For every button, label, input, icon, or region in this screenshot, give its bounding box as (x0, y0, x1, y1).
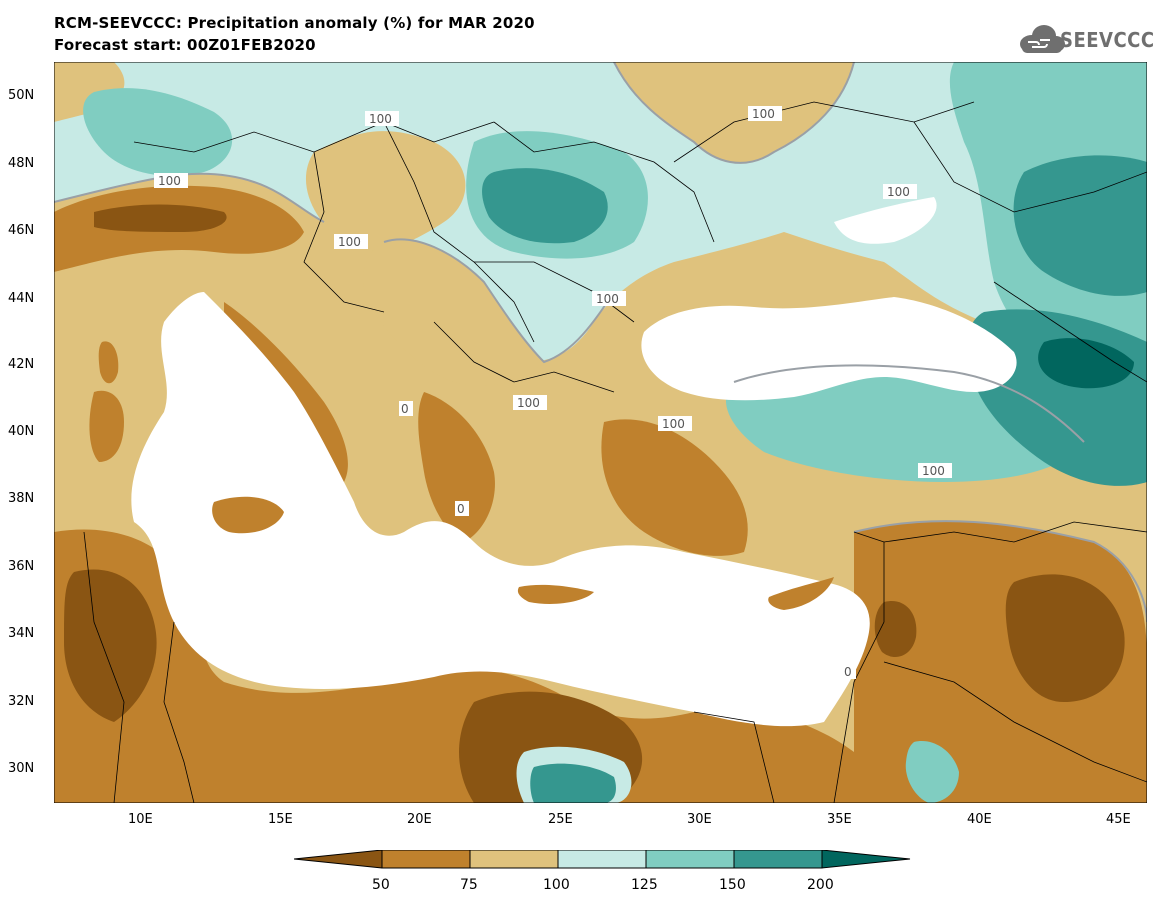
lat-label-40n: 40N (8, 424, 35, 439)
lat-label-48n: 48N (8, 156, 35, 171)
contour-label-box (842, 664, 856, 679)
contour-label-100: 100 (596, 292, 619, 306)
very-dry-alps-core (94, 204, 227, 232)
lat-label-38n: 38N (8, 491, 35, 506)
dry-patch-ukraine (614, 62, 854, 163)
colorbar-label-150: 150 (719, 877, 746, 893)
colorbar-segment-150-200 (733, 850, 823, 869)
wet-core-germany (83, 88, 233, 176)
colorbar-label-125: 125 (631, 877, 658, 893)
precipitation-anomaly-map: 100 100 100 100 100 100 100 100 100 0 0 … (54, 62, 1147, 803)
contour-label-100: 100 (752, 107, 775, 121)
colorbar-label-50: 50 (372, 877, 390, 893)
lon-label-10e: 10E (128, 812, 153, 827)
sardinia (89, 390, 124, 462)
contour-label-box (918, 463, 952, 478)
sea-of-azov (834, 197, 937, 244)
seevccc-logo (1020, 25, 1065, 53)
contour-label-box (592, 291, 626, 306)
contour-label-partial: 0 (844, 665, 852, 679)
contour-labels: 100 100 100 100 100 100 100 100 100 0 0 … (154, 106, 952, 679)
forecast-start-subtitle: Forecast start: 00Z01FEB2020 (54, 36, 316, 54)
lat-label-32n: 32N (8, 694, 35, 709)
colorbar-label-100: 100 (543, 877, 570, 893)
colorbar-segment-75-100 (469, 850, 559, 869)
colorbar-label-200: 200 (807, 877, 834, 893)
very-dry-syria-iraq (1005, 574, 1125, 702)
lat-label-42n: 42N (8, 357, 35, 372)
contour-label-box (365, 111, 399, 126)
colorbar-label-75: 75 (460, 877, 478, 893)
very-dry-libya (64, 569, 157, 722)
dry-belt-greece (418, 392, 495, 542)
lon-label-35e: 35E (827, 812, 852, 827)
contour-label-box (154, 173, 188, 188)
lat-label-34n: 34N (8, 626, 35, 641)
colorbar-segment-below-50 (294, 850, 383, 869)
lat-label-36n: 36N (8, 559, 35, 574)
dry-patch-central-europe (305, 131, 466, 251)
dry-patch-alps (54, 62, 125, 122)
dry-patch-balkans (363, 239, 544, 386)
wet-core-libya-egypt (530, 763, 616, 803)
very-wet-core-russia (1013, 155, 1147, 296)
contour-label-100: 100 (369, 112, 392, 126)
lon-label-45e: 45E (1106, 812, 1131, 827)
colorbar-segment-above-200 (821, 850, 911, 869)
contour-label-100: 100 (338, 235, 361, 249)
contour-label-box (513, 395, 547, 410)
contour-label-box (399, 401, 413, 416)
colorbar (294, 850, 911, 869)
contour-label-partial: 0 (457, 502, 465, 516)
black-sea (641, 297, 1017, 401)
contour-label-box (455, 501, 469, 516)
contour-label-100: 100 (517, 396, 540, 410)
colorbar-segment-125-150 (645, 850, 735, 869)
mediterranean-sea (131, 292, 870, 727)
dry-belt-north-africa (54, 529, 854, 803)
lat-label-44n: 44N (8, 291, 35, 306)
crete (517, 584, 594, 604)
contour-label-100: 100 (158, 174, 181, 188)
contour-label-100: 100 (662, 417, 685, 431)
lon-label-30e: 30E (687, 812, 712, 827)
contour-label-100: 100 (922, 464, 945, 478)
very-wet-core-romania (482, 168, 608, 244)
cyprus (768, 577, 834, 610)
lon-label-40e: 40E (967, 812, 992, 827)
contour-label-partial: 0 (401, 402, 409, 416)
colorbar-segment-50-75 (381, 850, 471, 869)
logo-text: SEEVCCC (1060, 28, 1155, 52)
lat-label-50n: 50N (8, 88, 35, 103)
map-title: RCM-SEEVCCC: Precipitation anomaly (%) f… (54, 14, 535, 32)
contour-label-box (883, 184, 917, 199)
corsica (98, 341, 119, 384)
lat-label-46n: 46N (8, 223, 35, 238)
contour-label-100: 100 (887, 185, 910, 199)
contour-label-box (334, 234, 368, 249)
lon-label-20e: 20E (407, 812, 432, 827)
colorbar-segment-100-125 (557, 850, 647, 869)
contour-label-box (748, 106, 782, 121)
sicily (212, 496, 284, 534)
very-dry-lebanon (874, 601, 917, 657)
lon-label-25e: 25E (548, 812, 573, 827)
dry-belt-anatolia-west (601, 419, 748, 556)
wet-spot-saudi (905, 741, 959, 803)
country-borders (83, 101, 1147, 803)
extreme-wet-core (1038, 338, 1134, 389)
contour-lines (54, 62, 1147, 623)
contour-label-box (658, 416, 692, 431)
lon-label-15e: 15E (268, 812, 293, 827)
lat-label-30n: 30N (8, 761, 35, 776)
